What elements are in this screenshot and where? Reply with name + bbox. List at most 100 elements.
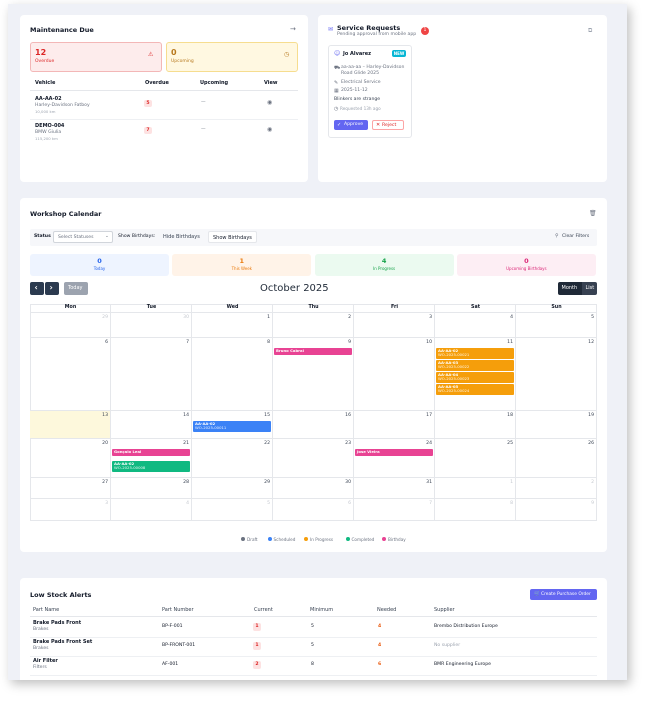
calendar-event[interactable]: AA-AA-03 WO-2025-00022 (436, 360, 514, 371)
day-number: 1 (510, 480, 513, 485)
day-number: 10 (426, 340, 432, 345)
day-number: 17 (426, 413, 432, 418)
nav-arrow: ‹ (34, 283, 38, 292)
car-icon: ⛟ (334, 65, 341, 71)
day-number: 20 (102, 441, 108, 446)
weekday-cell: Tue (111, 304, 192, 313)
day-number: 9 (348, 340, 351, 345)
status-select[interactable]: Select Statuses ⌄ (53, 231, 113, 243)
calendar-event[interactable]: Bruno Cabral (274, 348, 352, 355)
view-button[interactable]: Month (558, 282, 582, 295)
card-subtitle: Pending approval from mobile app (337, 32, 417, 37)
day-number: 29 (264, 480, 270, 485)
row-rule (30, 119, 298, 120)
calendar-event[interactable]: AA-AA-05 WO-2025-00024 (436, 384, 514, 395)
weekday-cell: Mon (30, 304, 111, 313)
event-title: AA-AA-02 (114, 461, 135, 466)
approve-button[interactable]: Approve ✓ (334, 120, 368, 130)
calendar-event[interactable]: Jose Vieira (355, 449, 433, 456)
event-code: WO-2025-00011 (195, 425, 227, 431)
day-number: 6 (105, 340, 108, 345)
stat-label: In Progress (373, 266, 396, 271)
vehicle-plate: DEMO-004 (35, 123, 65, 129)
weekday-cell: Fri (354, 304, 435, 313)
calendar-event[interactable]: AA-AA-02 WO-2025-00008 (112, 461, 190, 472)
stat-icon: ◷ (284, 51, 290, 58)
day-cell: 15 AA-AA-02 WO-2025-00011 (192, 411, 273, 439)
day-cell: 19 (516, 411, 597, 439)
stat-label: Upcoming Birthdays (506, 266, 547, 271)
day-number: 23 (345, 441, 351, 446)
day-number: 18 (507, 413, 513, 418)
purchase-order-button[interactable]: 🛒 Create Purchase Order (530, 589, 597, 600)
calendar-event[interactable]: AA-AA-02 WO-2025-00021 (436, 348, 514, 359)
vehicle-model: Harley-Davidson Fatboy (35, 103, 90, 108)
mail-icon: ✉ (328, 26, 334, 33)
stat-value: 0 (171, 48, 177, 57)
reject-button[interactable]: Reject ✕ (372, 120, 404, 130)
weekday: Tue (146, 305, 157, 310)
vehicle-plate: AA-AA-02 (35, 96, 62, 102)
day-number: 8 (267, 340, 270, 345)
day-cell: 5 (192, 499, 273, 521)
view-icon: ◉ (267, 99, 273, 106)
request-card (328, 45, 412, 138)
day-cell: 31 (354, 478, 435, 499)
content: Maintenance Due → 12 Overdue ⚠ 0 Upcoming ◷ Vehi… (8, 4, 627, 680)
hide-birthdays-button[interactable]: Hide Birthdays (159, 231, 206, 243)
day-cell: 9 (516, 499, 597, 521)
card-title: Workshop Calendar (30, 210, 102, 218)
row-rule (30, 675, 597, 676)
avatar-icon: ☺ (334, 50, 341, 57)
header-rule (30, 90, 298, 91)
part-category: Brakes (33, 646, 49, 651)
count-badge: 1 (421, 27, 429, 35)
filter-icon: ⚲ (555, 233, 559, 239)
table-header: Part Number (162, 607, 194, 613)
day-number: 26 (588, 441, 594, 446)
day-cell: 24 Jose Vieira (354, 439, 435, 478)
part-number: BP-FRONT-001 (162, 643, 196, 648)
weekday-cell: Wed (192, 304, 273, 313)
approve-label: Approve (344, 122, 364, 127)
day-cell: 9 Bruno Cabral (273, 338, 354, 411)
button-label: Create Purchase Order (541, 591, 591, 597)
show-birthdays-button[interactable]: Show Birthdays (208, 231, 257, 243)
calendar-event[interactable]: Gonçalo Leal (112, 449, 190, 456)
day-cell: 10 (354, 338, 435, 411)
day-cell: 1 (435, 478, 516, 499)
arrow-icon: → (290, 25, 296, 33)
view-button[interactable]: List (582, 282, 597, 295)
calendar-event[interactable]: AA-AA-04 WO-2025-00023 (436, 372, 514, 383)
day-number: 19 (588, 413, 594, 418)
day-cell: 30 (111, 313, 192, 338)
part-number: BP-F-001 (162, 624, 183, 629)
day-number: 15 (264, 413, 270, 418)
weekday: Mon (64, 305, 77, 310)
weekday-cell: Sun (516, 304, 597, 313)
service-type: Electrical Service (341, 80, 381, 85)
day-number: 7 (186, 340, 189, 345)
weekday: Sun (551, 305, 562, 310)
supplier: Brembo Distribution Europe (434, 624, 498, 629)
stat-icon: ⚠ (148, 51, 154, 58)
today-button[interactable]: Today (64, 282, 88, 295)
day-number: 29 (102, 315, 108, 320)
filter-bar (30, 229, 597, 246)
clear-filters: Clear Filters (562, 234, 590, 239)
day-number: 4 (186, 501, 189, 506)
next-button[interactable]: › (45, 282, 59, 295)
day-cell: 22 (192, 439, 273, 478)
day-cell: 7 (111, 338, 192, 411)
table-header: Vehicle (35, 80, 56, 86)
day-cell: 29 (30, 313, 111, 338)
calendar-event[interactable]: AA-AA-02 WO-2025-00011 (193, 421, 271, 432)
prev-button[interactable]: ‹ (30, 282, 44, 295)
current-badge: 2 (253, 661, 261, 669)
select-placeholder: Select Statuses (58, 234, 94, 240)
event-title: Gonçalo Leal (114, 449, 142, 454)
weekday-cell: Thu (273, 304, 354, 313)
day-number: 11 (507, 340, 513, 345)
day-number: 5 (591, 315, 594, 320)
